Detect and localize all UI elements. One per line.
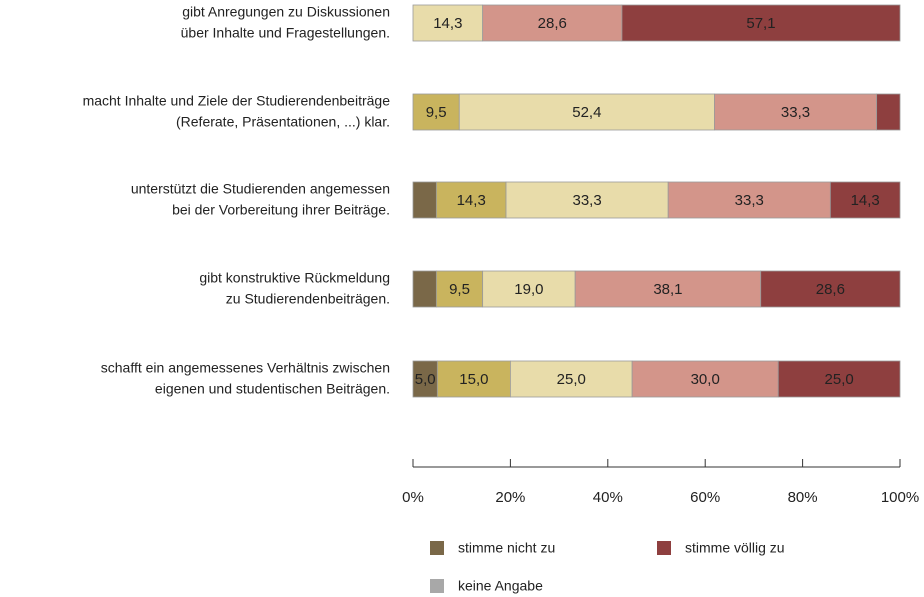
value-label: 14,3 [851, 192, 880, 209]
bar-segment [505, 181, 669, 219]
bar-segment [621, 4, 901, 42]
bar-segment [458, 93, 715, 131]
value-label: 38,1 [653, 281, 682, 298]
category-label: zu Studierendenbeiträgen. [226, 291, 390, 307]
value-label: 25,0 [557, 371, 586, 388]
bar-segment [714, 93, 878, 131]
value-label: 33,3 [735, 192, 764, 209]
value-label: 14,3 [457, 192, 486, 209]
category-label: (Referate, Präsentationen, ...) klar. [176, 114, 390, 130]
x-tick-label: 0% [402, 489, 424, 506]
x-tick-label: 100% [881, 489, 919, 506]
value-label: 28,6 [538, 15, 567, 32]
x-tick-label: 40% [593, 489, 623, 506]
value-label: 52,4 [572, 104, 601, 121]
bar-segment [509, 360, 633, 398]
category-label: gibt Anregungen zu Diskussionen [182, 4, 390, 20]
value-label: 33,3 [573, 192, 602, 209]
value-label: 28,6 [816, 281, 845, 298]
bar-segment [574, 270, 762, 308]
x-tick-label: 20% [495, 489, 525, 506]
x-tick-label: 80% [788, 489, 818, 506]
value-label: 30,0 [691, 371, 720, 388]
value-label: 33,3 [781, 104, 810, 121]
value-label: 9,5 [426, 104, 447, 121]
legend-swatch [430, 579, 444, 593]
value-label: 14,3 [433, 15, 462, 32]
bar-segment [436, 360, 511, 398]
bar-segment [829, 181, 901, 219]
bar-segment [777, 360, 901, 398]
category-label: bei der Vorbereitung ihrer Beiträge. [172, 202, 390, 218]
bar-segment [760, 270, 901, 308]
category-label: gibt konstruktive Rückmeldung [199, 270, 390, 286]
category-label: schafft ein angemessenes Verhältnis zwis… [101, 360, 390, 376]
bar-segment [876, 93, 901, 131]
bar-segment [631, 360, 779, 398]
category-label: macht Inhalte und Ziele der Studierenden… [83, 93, 391, 109]
legend-label: stimme völlig zu [685, 540, 785, 556]
legend-label: stimme nicht zu [458, 540, 555, 556]
legend-swatch [657, 541, 671, 555]
value-label: 19,0 [514, 281, 543, 298]
legend-label: keine Angabe [458, 578, 543, 594]
value-label: 9,5 [449, 281, 470, 298]
bar-segment [412, 181, 437, 219]
value-label: 15,0 [459, 371, 488, 388]
bar-segment [412, 270, 437, 308]
value-label: 5,0 [415, 371, 436, 388]
legend-swatch [430, 541, 444, 555]
category-label: über Inhalte und Fragestellungen. [181, 25, 390, 41]
bar-segment [412, 4, 484, 42]
bar-segment [482, 4, 623, 42]
x-tick-label: 60% [690, 489, 720, 506]
bar-segment [435, 181, 507, 219]
value-label: 25,0 [825, 371, 854, 388]
value-label: 57,1 [746, 15, 775, 32]
bar-segment [482, 270, 576, 308]
bar-segment [667, 181, 831, 219]
category-label: unterstützt die Studierenden angemessen [131, 181, 390, 197]
category-label: eigenen und studentischen Beiträgen. [155, 381, 390, 397]
